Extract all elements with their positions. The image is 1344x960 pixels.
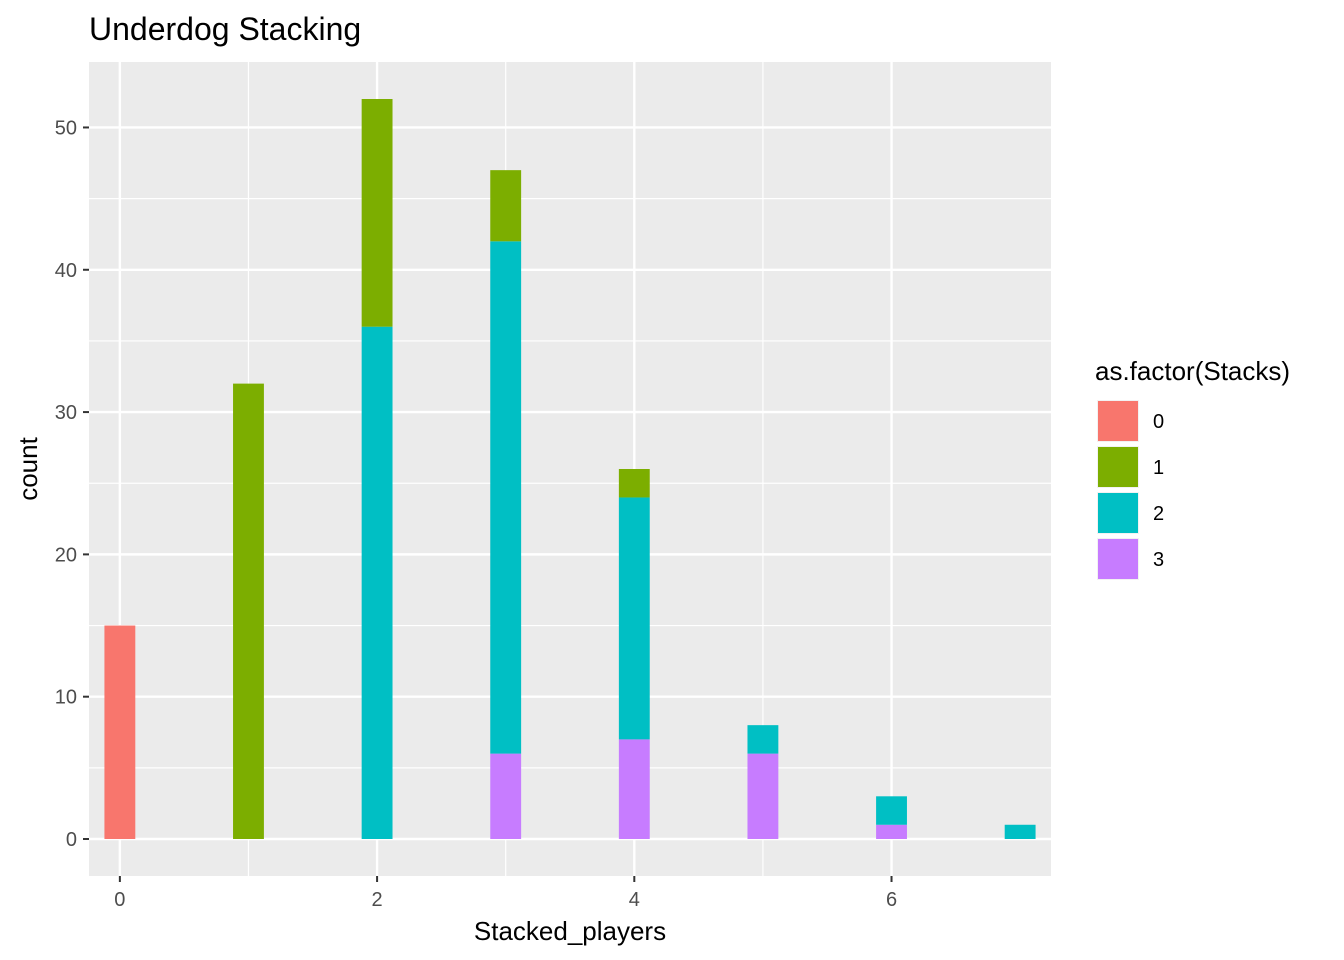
bar-x2-stacks2 xyxy=(361,326,393,839)
bars xyxy=(104,99,1036,839)
y-axis: 0 10 20 30 40 50 xyxy=(55,117,89,851)
bar-x3-stacks2 xyxy=(490,241,522,754)
bar-x4-stacks1 xyxy=(618,469,650,498)
y-tick-label: 10 xyxy=(55,687,77,709)
bar-x2-stacks1 xyxy=(361,99,393,327)
x-tick-label: 0 xyxy=(114,889,125,911)
bar-x5-stacks2 xyxy=(747,725,779,754)
y-axis-title: count xyxy=(13,436,43,500)
bar-x3-stacks1 xyxy=(490,170,522,242)
legend-swatch-1 xyxy=(1098,447,1138,487)
y-tick-label: 0 xyxy=(66,829,77,851)
legend-label-0: 0 xyxy=(1153,411,1164,433)
x-tick-label: 6 xyxy=(886,889,897,911)
legend-title: as.factor(Stacks) xyxy=(1095,356,1290,386)
legend-swatch-0 xyxy=(1098,401,1138,441)
legend: as.factor(Stacks) 0 1 2 3 xyxy=(1095,356,1290,580)
bar-x4-stacks2 xyxy=(618,497,650,740)
bar-x1-stacks1 xyxy=(233,383,264,839)
x-axis-title: Stacked_players xyxy=(474,916,666,946)
legend-label-2: 2 xyxy=(1153,503,1164,525)
legend-label-3: 3 xyxy=(1153,549,1164,571)
y-tick-label: 40 xyxy=(55,260,77,282)
y-tick-label: 50 xyxy=(55,117,77,139)
x-axis: 0 2 4 6 xyxy=(114,876,897,911)
legend-swatch-2 xyxy=(1098,493,1138,533)
x-tick-label: 4 xyxy=(629,889,640,911)
y-tick-label: 30 xyxy=(55,402,77,424)
x-tick-label: 2 xyxy=(372,889,383,911)
bar-x6-stacks3 xyxy=(876,824,907,839)
bar-x5-stacks3 xyxy=(747,753,779,839)
legend-label-1: 1 xyxy=(1153,457,1164,479)
bar-x3-stacks3 xyxy=(490,753,522,839)
bar-x4-stacks3 xyxy=(618,739,650,839)
chart-title: Underdog Stacking xyxy=(89,11,361,47)
bar-x6-stacks2 xyxy=(876,796,907,825)
bar-x0-stacks0 xyxy=(104,625,136,839)
bar-x7-stacks2 xyxy=(1004,824,1036,839)
y-tick-label: 20 xyxy=(55,544,77,566)
legend-swatch-3 xyxy=(1098,539,1138,579)
